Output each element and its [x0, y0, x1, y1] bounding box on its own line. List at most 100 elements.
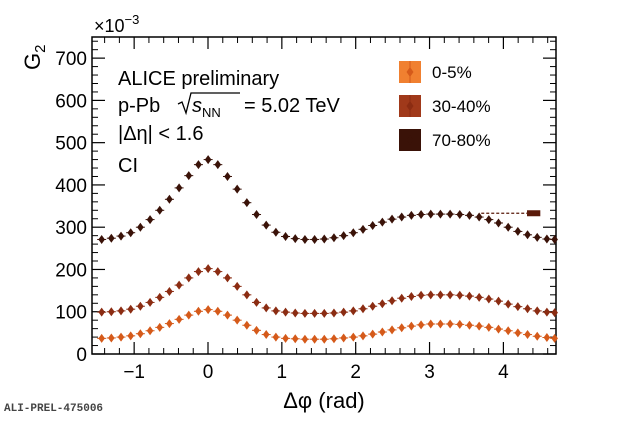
data-point	[417, 210, 425, 220]
data-point	[156, 205, 164, 215]
y-tick-label: 700	[55, 49, 87, 70]
data-point	[359, 304, 367, 314]
data-point	[282, 231, 289, 241]
data-point	[195, 306, 202, 316]
data-point	[291, 334, 299, 344]
data-point	[398, 323, 406, 333]
data-point	[514, 302, 522, 312]
data-point	[253, 210, 260, 220]
data-point	[427, 209, 435, 219]
data-point	[185, 310, 193, 320]
data-point	[214, 267, 222, 277]
data-point	[137, 329, 144, 339]
y-multiplier-exp: −3	[125, 12, 140, 27]
y-tick-label: 400	[55, 176, 87, 197]
y-tick-label: 300	[55, 218, 87, 239]
data-point	[204, 155, 212, 165]
data-point	[146, 297, 154, 307]
axis-tick-labels: −1 0 1 2 3 4 0 100 200 300 400 500 600 700	[55, 49, 509, 383]
data-point	[408, 321, 415, 331]
flow-marker-layer	[481, 210, 541, 217]
data-point	[166, 194, 173, 204]
data-point	[98, 234, 105, 244]
y-tick-label: 0	[76, 345, 87, 366]
data-point	[224, 310, 231, 320]
x-tick-label: 4	[498, 362, 509, 383]
data-point	[185, 273, 193, 283]
x-axis-title: Δφ (rad)	[283, 388, 365, 413]
y-multiplier: ×10−3	[94, 12, 139, 36]
data-point	[291, 308, 299, 318]
x-tick-label: 2	[350, 362, 361, 383]
data-point	[475, 292, 483, 302]
data-point	[175, 183, 183, 193]
data-point	[166, 319, 173, 329]
data-point	[350, 332, 357, 342]
data-point	[551, 234, 558, 244]
y-tick-label: 600	[55, 91, 87, 112]
data-point	[282, 307, 289, 317]
data-point	[446, 319, 454, 329]
data-point	[243, 198, 251, 208]
data-point	[437, 319, 444, 329]
data-point	[369, 221, 376, 231]
data-point	[282, 333, 289, 343]
data-point	[195, 267, 202, 277]
data-point	[533, 232, 541, 242]
sqrt-s-label: sNN	[192, 95, 221, 120]
data-point	[311, 334, 318, 344]
data-point	[233, 184, 241, 194]
legend-marker	[406, 135, 414, 145]
data-point	[466, 291, 473, 301]
data-point	[340, 307, 347, 317]
data-point	[291, 234, 299, 244]
axis-ticks	[92, 37, 556, 355]
ci-label: CI	[118, 155, 138, 177]
data-point	[330, 308, 338, 318]
data-point	[398, 212, 406, 222]
data-point	[543, 307, 551, 317]
y-axis-title-main: G	[20, 53, 45, 70]
data-point	[533, 331, 541, 341]
system-name: p-Pb	[118, 95, 160, 117]
data-point	[204, 264, 212, 274]
sqrt-sign	[177, 92, 240, 116]
data-point	[524, 330, 531, 340]
data-point	[408, 292, 415, 302]
data-point	[117, 306, 125, 316]
data-point	[137, 301, 144, 311]
data-point	[350, 306, 357, 316]
data-point	[427, 290, 435, 300]
data-point	[504, 222, 512, 232]
x-tick-label: 1	[277, 362, 288, 383]
data-point	[98, 333, 105, 343]
data-point	[427, 319, 435, 329]
data-point	[379, 327, 386, 337]
data-point	[359, 224, 367, 234]
legend: 0-5% 30-40% 70-80%	[399, 61, 491, 151]
data-point	[398, 293, 406, 303]
data-point	[127, 304, 135, 314]
data-point	[262, 303, 270, 313]
data-point	[551, 333, 558, 343]
x-tick-label: −1	[123, 362, 145, 383]
x-tick-label: 3	[424, 362, 435, 383]
data-point	[311, 308, 318, 318]
series-0-5%	[97, 305, 558, 344]
y-axis-title-sub: 2	[32, 45, 49, 53]
data-point	[156, 292, 164, 302]
data-point	[485, 294, 493, 304]
y-tick-label: 500	[55, 134, 87, 155]
data-point	[446, 209, 454, 219]
data-point	[301, 234, 309, 244]
data-point	[504, 326, 512, 336]
data-point	[117, 231, 125, 241]
data-point	[98, 307, 105, 317]
legend-label: 70-80%	[432, 131, 491, 150]
data-point	[379, 217, 386, 227]
data-point	[495, 218, 502, 228]
y-tick-label: 200	[55, 260, 87, 281]
data-point	[524, 230, 531, 240]
system-label: p-Pb	[118, 95, 160, 117]
data-point	[137, 222, 144, 232]
